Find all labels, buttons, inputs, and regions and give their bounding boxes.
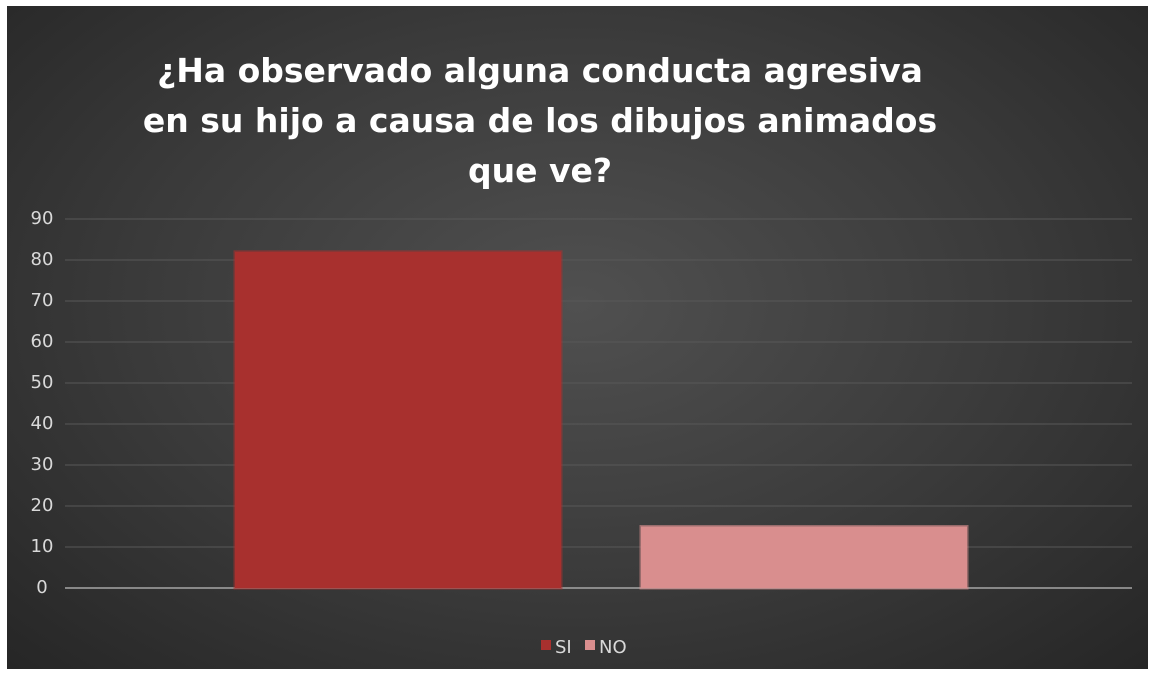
chart-title: ¿Ha observado alguna conducta agresiva e… (142, 51, 938, 190)
y-tick-label: 70 (31, 290, 54, 311)
y-tick-label: 10 (31, 536, 54, 557)
y-tick-label: 90 (31, 208, 54, 229)
y-tick-label: 50 (31, 372, 54, 393)
y-tick-label: 30 (31, 454, 54, 475)
legend-label: NO (599, 637, 627, 658)
y-tick-label: 60 (31, 331, 54, 352)
y-tick-label: 80 (31, 249, 54, 270)
chart: 0 10 20 30 40 50 60 70 80 90 SI NO (31, 208, 1132, 658)
legend-swatch (541, 640, 551, 650)
y-tick-label: 40 (31, 413, 54, 434)
y-tick-label: 20 (31, 495, 54, 516)
y-tick-label: 0 (36, 577, 47, 598)
bar (639, 525, 969, 590)
legend-label: SI (555, 637, 572, 658)
chart-area: 0 10 20 30 40 50 60 70 80 90 SI NO ¿Ha observado al… (7, 6, 1148, 669)
bar (233, 250, 563, 590)
legend-swatch (585, 640, 595, 650)
